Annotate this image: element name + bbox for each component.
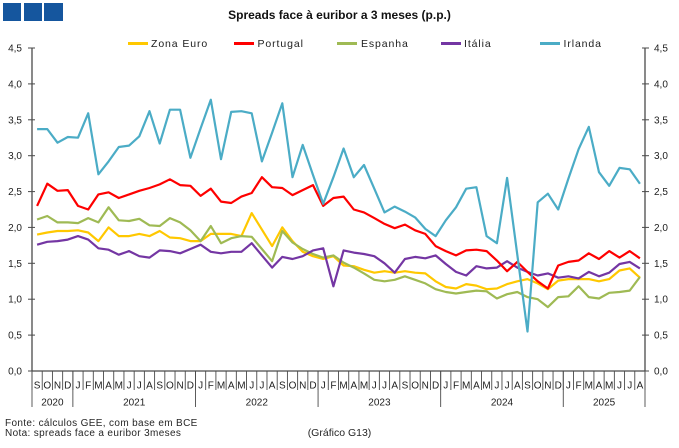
svg-text:4,5: 4,5 bbox=[654, 44, 668, 55]
svg-text:S: S bbox=[156, 381, 163, 392]
svg-text:A: A bbox=[637, 381, 644, 392]
svg-text:J: J bbox=[617, 381, 622, 392]
svg-text:M: M bbox=[605, 381, 613, 392]
svg-text:N: N bbox=[299, 381, 306, 392]
svg-text:J: J bbox=[627, 381, 632, 392]
svg-text:N: N bbox=[54, 381, 61, 392]
svg-text:O: O bbox=[411, 381, 419, 392]
svg-text:A: A bbox=[269, 381, 276, 392]
svg-text:0,5: 0,5 bbox=[8, 331, 22, 342]
svg-text:F: F bbox=[576, 381, 582, 392]
svg-text:1,0: 1,0 bbox=[8, 295, 22, 306]
svg-text:M: M bbox=[585, 381, 593, 392]
svg-text:2,5: 2,5 bbox=[654, 187, 668, 198]
svg-text:M: M bbox=[94, 381, 102, 392]
svg-text:J: J bbox=[249, 381, 254, 392]
svg-text:O: O bbox=[166, 381, 174, 392]
svg-text:M: M bbox=[339, 381, 347, 392]
svg-text:J: J bbox=[382, 381, 387, 392]
svg-text:J: J bbox=[259, 381, 264, 392]
svg-text:F: F bbox=[453, 381, 459, 392]
svg-text:J: J bbox=[137, 381, 142, 392]
svg-text:D: D bbox=[309, 381, 316, 392]
svg-text:O: O bbox=[289, 381, 297, 392]
svg-text:D: D bbox=[64, 381, 71, 392]
svg-text:0,5: 0,5 bbox=[654, 331, 668, 342]
svg-text:2,5: 2,5 bbox=[8, 187, 22, 198]
svg-text:O: O bbox=[43, 381, 51, 392]
svg-text:J: J bbox=[566, 381, 571, 392]
svg-text:0,0: 0,0 bbox=[654, 367, 668, 378]
svg-text:J: J bbox=[372, 381, 377, 392]
svg-text:S: S bbox=[279, 381, 286, 392]
svg-text:A: A bbox=[105, 381, 112, 392]
svg-text:2,0: 2,0 bbox=[8, 223, 22, 234]
svg-text:M: M bbox=[462, 381, 470, 392]
svg-text:A: A bbox=[514, 381, 521, 392]
svg-text:2022: 2022 bbox=[246, 398, 269, 409]
svg-text:M: M bbox=[482, 381, 490, 392]
svg-text:D: D bbox=[432, 381, 439, 392]
svg-text:M: M bbox=[360, 381, 368, 392]
svg-text:0,0: 0,0 bbox=[8, 367, 22, 378]
svg-text:1,0: 1,0 bbox=[654, 295, 668, 306]
svg-text:S: S bbox=[402, 381, 409, 392]
svg-text:2023: 2023 bbox=[368, 398, 391, 409]
svg-text:3,0: 3,0 bbox=[8, 151, 22, 162]
svg-text:3,5: 3,5 bbox=[654, 115, 668, 126]
svg-text:F: F bbox=[330, 381, 336, 392]
svg-text:J: J bbox=[443, 381, 448, 392]
svg-text:A: A bbox=[146, 381, 153, 392]
svg-text:N: N bbox=[544, 381, 551, 392]
svg-text:4,5: 4,5 bbox=[8, 44, 22, 55]
svg-text:2020: 2020 bbox=[41, 398, 64, 409]
svg-text:J: J bbox=[198, 381, 203, 392]
svg-text:A: A bbox=[596, 381, 603, 392]
svg-text:F: F bbox=[85, 381, 91, 392]
svg-text:A: A bbox=[350, 381, 357, 392]
svg-text:M: M bbox=[237, 381, 245, 392]
svg-text:S: S bbox=[524, 381, 531, 392]
svg-text:J: J bbox=[505, 381, 510, 392]
svg-text:J: J bbox=[127, 381, 132, 392]
svg-text:3,0: 3,0 bbox=[654, 151, 668, 162]
svg-text:1,5: 1,5 bbox=[654, 259, 668, 270]
svg-text:A: A bbox=[391, 381, 398, 392]
svg-text:M: M bbox=[217, 381, 225, 392]
svg-text:S: S bbox=[34, 381, 41, 392]
svg-text:4,0: 4,0 bbox=[8, 79, 22, 90]
svg-text:J: J bbox=[494, 381, 499, 392]
svg-text:2025: 2025 bbox=[593, 398, 616, 409]
svg-text:N: N bbox=[422, 381, 429, 392]
svg-text:4,0: 4,0 bbox=[654, 79, 668, 90]
svg-text:2021: 2021 bbox=[123, 398, 146, 409]
svg-text:2,0: 2,0 bbox=[654, 223, 668, 234]
svg-text:M: M bbox=[115, 381, 123, 392]
svg-text:A: A bbox=[228, 381, 235, 392]
svg-text:O: O bbox=[534, 381, 542, 392]
svg-text:D: D bbox=[187, 381, 194, 392]
svg-text:1,5: 1,5 bbox=[8, 259, 22, 270]
svg-text:J: J bbox=[321, 381, 326, 392]
svg-text:F: F bbox=[208, 381, 214, 392]
svg-text:N: N bbox=[176, 381, 183, 392]
svg-text:2024: 2024 bbox=[491, 398, 514, 409]
svg-text:A: A bbox=[473, 381, 480, 392]
svg-text:D: D bbox=[555, 381, 562, 392]
svg-text:3,5: 3,5 bbox=[8, 115, 22, 126]
svg-text:J: J bbox=[76, 381, 81, 392]
